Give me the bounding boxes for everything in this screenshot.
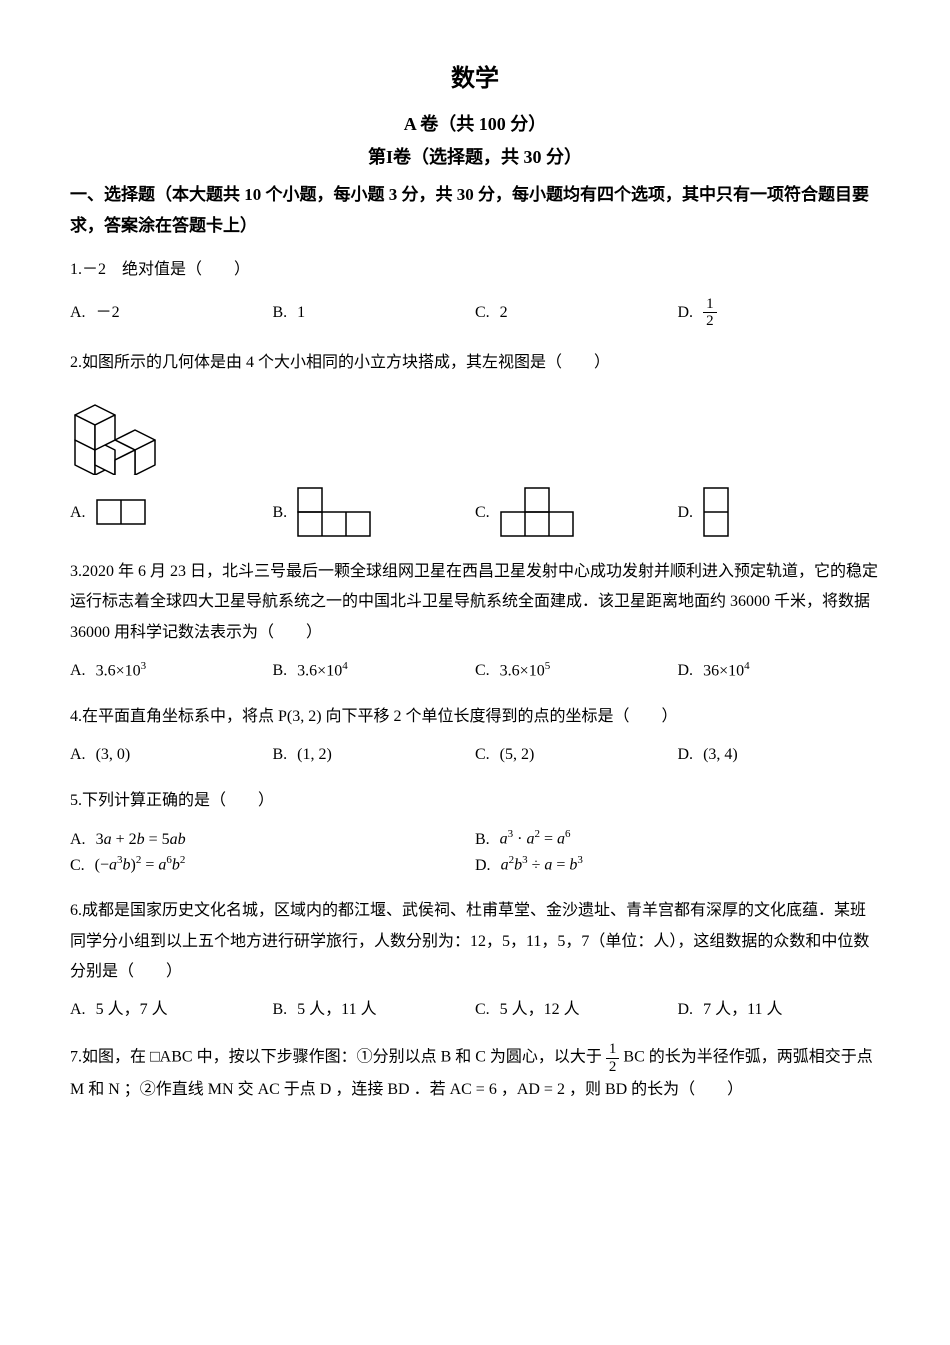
q3-opt-a: A.3.6×103 <box>70 658 273 684</box>
q1-opt-d: D.12 <box>678 296 881 330</box>
q6-options: A.5 人，7 人 B.5 人，11 人 C.5 人，12 人 D.7 人，11… <box>70 997 880 1023</box>
q7-text: 7.如图，在 □ABC 中，按以下步骤作图：①分别以点 B 和 C 为圆心，以大… <box>70 1041 880 1105</box>
paper-info-1: A 卷（共 100 分） <box>70 110 880 139</box>
q2-options: A. B. C. D. <box>70 487 880 539</box>
cube-3d-icon <box>70 390 180 475</box>
q3-opt-d: D.36×104 <box>678 658 881 684</box>
grid-1x2-icon <box>703 487 731 539</box>
q6-opt-b: B.5 人，11 人 <box>273 997 476 1023</box>
q5-opt-c: C.(−a3b)2 = a6b2 <box>70 852 475 878</box>
q5-options: A.3a + 2b = 5ab B.a3 · a2 = a6 C.(−a3b)2… <box>70 826 880 878</box>
q5-opt-a: A.3a + 2b = 5ab <box>70 827 475 853</box>
q6-opt-a: A.5 人，7 人 <box>70 997 273 1023</box>
q5-c-expr: (−a3b)2 = a6b2 <box>95 852 186 878</box>
q2-opt-c: C. <box>475 487 678 539</box>
q1-text: 1.－2 绝对值是（ ） <box>70 255 880 285</box>
q6-opt-c: C.5 人，12 人 <box>475 997 678 1023</box>
fraction-half-icon: 12 <box>606 1041 620 1075</box>
q4-opt-c: C.(5, 2) <box>475 742 678 768</box>
paper-info-2: 第I卷（选择题，共 30 分） <box>70 143 880 172</box>
q3-opt-c: C.3.6×105 <box>475 658 678 684</box>
q5-d-expr: a2b3 ÷ a = b3 <box>501 852 583 878</box>
fraction-half-icon: 12 <box>703 296 717 330</box>
q4-opt-b: B.(1, 2) <box>273 742 476 768</box>
q2-text: 2.如图所示的几何体是由 4 个大小相同的小立方块搭成，其左视图是（ ） <box>70 348 880 378</box>
section-1-header: 一、选择题（本大题共 10 个小题，每小题 3 分，共 30 分，每小题均有四个… <box>70 180 880 241</box>
grid-t-center-icon <box>500 487 576 539</box>
q6-opt-d: D.7 人，11 人 <box>678 997 881 1023</box>
q1-opt-c: C.2 <box>475 300 678 326</box>
q5-opt-b: B.a3 · a2 = a6 <box>475 826 880 852</box>
q3-opt-b: B.3.6×104 <box>273 658 476 684</box>
page-title: 数学 <box>70 60 880 98</box>
q6-text: 6.成都是国家历史文化名城，区域内的都江堰、武侯祠、杜甫草堂、金沙遗址、青羊宫都… <box>70 896 880 987</box>
q5-opt-d: D.a2b3 ÷ a = b3 <box>475 852 880 878</box>
q3-options: A.3.6×103 B.3.6×104 C.3.6×105 D.36×104 <box>70 658 880 684</box>
grid-l-left-icon <box>297 487 373 539</box>
q1-opt-b: B.1 <box>273 300 476 326</box>
q4-opt-d: D.(3, 4) <box>678 742 881 768</box>
q2-main-figure <box>70 390 880 475</box>
q1-opt-a: A.－2 <box>70 300 273 326</box>
q3-text: 3.2020 年 6 月 23 日，北斗三号最后一颗全球组网卫星在西昌卫星发射中… <box>70 557 880 648</box>
q4-opt-a: A.(3, 0) <box>70 742 273 768</box>
q2-opt-b: B. <box>273 487 476 539</box>
q1-options: A.－2 B.1 C.2 D.12 <box>70 296 880 330</box>
q5-text: 5.下列计算正确的是（ ） <box>70 786 880 816</box>
q4-text: 4.在平面直角坐标系中，将点 P(3, 2) 向下平移 2 个单位长度得到的点的… <box>70 702 880 732</box>
grid-2x1-icon <box>96 499 148 527</box>
q5-b-expr: a3 · a2 = a6 <box>500 826 571 852</box>
q2-opt-a: A. <box>70 499 273 527</box>
q2-opt-d: D. <box>678 487 881 539</box>
q5-a-expr: 3a + 2b = 5ab <box>96 827 186 853</box>
q4-options: A.(3, 0) B.(1, 2) C.(5, 2) D.(3, 4) <box>70 742 880 768</box>
